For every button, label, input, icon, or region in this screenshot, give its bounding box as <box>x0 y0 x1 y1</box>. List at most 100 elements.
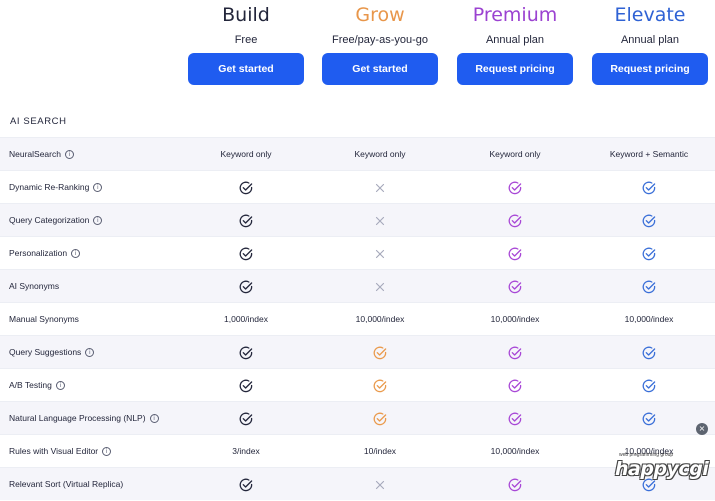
plan-build: Build Free Get started <box>188 0 304 85</box>
table-row: AI Synonyms <box>0 269 715 302</box>
feature-label: Relevant Sort (Virtual Replica) <box>9 468 123 501</box>
feature-label: NeuralSearch i <box>9 138 74 171</box>
check-icon <box>186 468 306 501</box>
feature-name: Dynamic Re-Ranking <box>9 182 90 192</box>
feature-value: 3/index <box>232 446 260 456</box>
feature-label: Personalization i <box>9 237 81 270</box>
check-icon <box>455 204 575 237</box>
plan-name: Premium <box>472 4 558 26</box>
check-icon <box>589 468 709 501</box>
feature-label: A/B Testing i <box>9 369 65 402</box>
check-icon <box>589 402 709 435</box>
feature-value: 10/index <box>363 446 397 456</box>
request-pricing-button[interactable]: Request pricing <box>592 53 708 85</box>
watermark-tagline: web programming group <box>619 452 674 458</box>
plan-subtitle: Annual plan <box>620 34 680 46</box>
feature-name: Manual Synonyms <box>9 314 79 324</box>
check-icon <box>320 402 440 435</box>
table-row: Natural Language Processing (NLP) i <box>0 401 715 434</box>
check-icon <box>455 369 575 402</box>
section-title: AI SEARCH <box>10 116 67 127</box>
check-icon <box>320 369 440 402</box>
get-started-button[interactable]: Get started <box>188 53 304 85</box>
cross-icon <box>320 270 440 303</box>
info-icon[interactable]: i <box>102 447 112 457</box>
feature-value: 10,000/index <box>355 314 405 324</box>
check-icon <box>455 171 575 204</box>
check-icon <box>589 204 709 237</box>
cross-icon <box>320 468 440 501</box>
feature-value: Keyword only <box>489 149 541 159</box>
feature-name: Natural Language Processing (NLP) <box>9 413 146 423</box>
check-icon <box>186 171 306 204</box>
feature-label: Query Categorization i <box>9 204 103 237</box>
feature-value: 10,000/index <box>490 314 540 324</box>
table-row: Personalization i <box>0 236 715 269</box>
feature-table: NeuralSearch i Keyword only Keyword only Key… <box>0 137 715 500</box>
table-row: NeuralSearch i Keyword only Keyword only Key… <box>0 137 715 170</box>
info-icon[interactable]: i <box>149 414 159 424</box>
check-icon <box>589 369 709 402</box>
feature-label: Query Suggestions i <box>9 336 95 369</box>
check-icon <box>186 270 306 303</box>
plan-name: Elevate <box>614 4 686 26</box>
info-icon[interactable]: i <box>71 249 81 259</box>
info-icon[interactable]: i <box>85 348 95 358</box>
feature-value: 10,000/index <box>490 446 540 456</box>
cross-icon <box>320 171 440 204</box>
feature-value: 10,000/index <box>624 446 674 456</box>
table-row: Rules with Visual Editor i 3/index 10/index… <box>0 434 715 467</box>
plan-elevate: Elevate Annual plan Request pricing <box>592 0 708 85</box>
feature-name: AI Synonyms <box>9 281 60 291</box>
request-pricing-button[interactable]: Request pricing <box>457 53 573 85</box>
table-row: Query Suggestions i <box>0 335 715 368</box>
feature-value: Keyword only <box>354 149 406 159</box>
plan-premium: Premium Annual plan Request pricing <box>457 0 573 85</box>
feature-label: Rules with Visual Editor i <box>9 435 112 468</box>
close-icon[interactable]: × <box>696 423 708 435</box>
watermark-logo: web programming group happycgi <box>615 447 715 489</box>
check-icon <box>455 237 575 270</box>
info-icon[interactable]: i <box>93 216 103 226</box>
plan-subtitle: Free/pay-as-you-go <box>332 34 428 46</box>
info-icon[interactable]: i <box>64 150 74 160</box>
info-icon[interactable]: i <box>93 183 103 193</box>
feature-name: NeuralSearch <box>9 149 61 159</box>
check-icon <box>455 402 575 435</box>
check-icon <box>589 270 709 303</box>
check-icon <box>455 336 575 369</box>
check-icon <box>320 336 440 369</box>
watermark-logo-text: happycgi <box>615 458 709 480</box>
check-icon <box>589 237 709 270</box>
feature-value: 10,000/index <box>624 314 674 324</box>
feature-name: Query Suggestions <box>9 347 82 357</box>
info-icon[interactable]: i <box>55 381 65 391</box>
plan-name: Grow <box>355 4 405 26</box>
plan-subtitle: Annual plan <box>485 34 545 46</box>
cross-icon <box>320 204 440 237</box>
check-icon <box>186 369 306 402</box>
table-row: A/B Testing i <box>0 368 715 401</box>
table-row: Dynamic Re-Ranking i <box>0 170 715 203</box>
cross-icon <box>320 237 440 270</box>
feature-value: 1,000/index <box>224 314 268 324</box>
table-row: Manual Synonyms 1,000/index 10,000/index 10… <box>0 302 715 335</box>
check-icon <box>455 468 575 501</box>
feature-name: Personalization <box>9 248 68 258</box>
plan-subtitle: Free <box>234 34 258 46</box>
check-icon <box>186 402 306 435</box>
plan-header: Build Free Get started Grow Free/pay-as-… <box>0 0 715 100</box>
check-icon <box>186 336 306 369</box>
feature-label: Dynamic Re-Ranking i <box>9 171 103 204</box>
plan-name: Build <box>222 4 270 26</box>
table-row: Relevant Sort (Virtual Replica) <box>0 467 715 500</box>
feature-value: Keyword + Semantic <box>609 149 689 159</box>
get-started-button[interactable]: Get started <box>322 53 438 85</box>
feature-name: Relevant Sort (Virtual Replica) <box>9 479 124 489</box>
feature-label: Manual Synonyms <box>9 303 79 336</box>
feature-name: Rules with Visual Editor <box>9 446 99 456</box>
feature-label: AI Synonyms <box>9 270 59 303</box>
check-icon <box>455 270 575 303</box>
feature-label: Natural Language Processing (NLP) i <box>9 402 159 435</box>
table-row: Query Categorization i <box>0 203 715 236</box>
